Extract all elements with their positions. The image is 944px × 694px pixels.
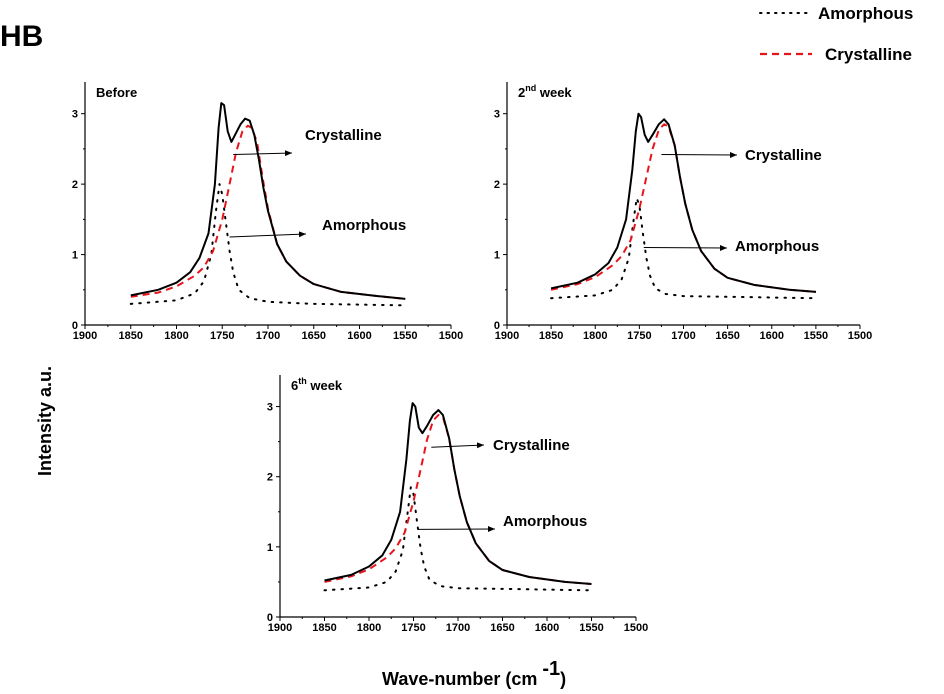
y-tick-label: 2 xyxy=(494,179,500,191)
x-tick-label: 1650 xyxy=(715,330,739,342)
x-tick-label: 1500 xyxy=(439,330,463,342)
y-tick-label: 3 xyxy=(494,109,500,121)
callout-label-amorphous: Amorphous xyxy=(503,513,587,530)
y-tick-label: 0 xyxy=(494,320,500,332)
legend: Amorphous Crystalline xyxy=(759,4,913,64)
x-axis-title-close: ) xyxy=(560,669,566,689)
x-axis-title-exponent: -1 xyxy=(542,658,560,680)
corner-label: HB xyxy=(0,20,43,53)
x-tick-label: 1700 xyxy=(446,622,470,634)
x-tick-label: 1650 xyxy=(490,622,514,634)
callout-arrow-amorphous xyxy=(229,231,307,238)
panel-label: Before xyxy=(96,85,137,100)
callout-label-amorphous: Amorphous xyxy=(322,217,406,234)
x-tick-label: 1900 xyxy=(268,622,292,634)
x-tick-label: 1700 xyxy=(256,330,280,342)
x-tick-label: 1800 xyxy=(164,330,188,342)
callout-arrow-crystalline xyxy=(233,150,293,157)
x-tick-label: 1750 xyxy=(210,330,234,342)
x-tick-label: 1550 xyxy=(393,330,417,342)
x-tick-label: 1800 xyxy=(357,622,381,634)
x-tick-label: 1550 xyxy=(579,622,603,634)
x-tick-label: 1500 xyxy=(624,622,648,634)
x-tick-label: 1600 xyxy=(347,330,371,342)
x-tick-label: 1900 xyxy=(73,330,97,342)
x-tick-label: 1850 xyxy=(119,330,143,342)
callout-label-crystalline: Crystalline xyxy=(745,147,822,164)
panel-label-rest: week xyxy=(536,85,572,100)
panel-before: 1900 1850 1800 1750 1700 1650 1600 1550 1500 0 1 2 3… xyxy=(72,82,463,342)
x-tick-label: 1650 xyxy=(302,330,326,342)
panel-label-rest: week xyxy=(307,378,343,393)
x-tick-label: 1550 xyxy=(804,330,828,342)
y-tick-label: 1 xyxy=(494,250,500,262)
callout-label-amorphous: Amorphous xyxy=(735,238,819,255)
x-tick-label: 1850 xyxy=(539,330,563,342)
y-tick-label: 0 xyxy=(72,320,78,332)
panel-6th-week: 1900 1850 1800 1750 1700 1650 1600 1550 1500 0 1 2 3… xyxy=(267,375,648,634)
x-axis-title-main: Wave-number (cm xyxy=(382,669,542,689)
x-tick-label: 1750 xyxy=(401,622,425,634)
series-amorphous-line xyxy=(323,486,593,592)
y-tick-label: 3 xyxy=(267,402,273,414)
panel-label-sup: nd xyxy=(525,83,536,93)
y-tick-label: 0 xyxy=(267,612,273,624)
series-total-line xyxy=(324,402,592,585)
series-total-line xyxy=(550,112,816,293)
panel-label: 2nd week xyxy=(518,83,572,100)
panel-2nd-week: 1900 1850 1800 1750 1700 1650 1600 1550 1500 0 1 2 3… xyxy=(494,82,872,342)
series-amorphous-line xyxy=(550,197,817,300)
y-tick-label: 2 xyxy=(72,179,78,191)
x-tick-label: 1700 xyxy=(671,330,695,342)
legend-label-crystalline: Crystalline xyxy=(825,45,912,64)
x-tick-label: 1750 xyxy=(627,330,651,342)
x-tick-label: 1800 xyxy=(583,330,607,342)
y-tick-label: 2 xyxy=(267,472,273,484)
x-tick-label: 1850 xyxy=(312,622,336,634)
callout-label-crystalline: Crystalline xyxy=(305,127,382,144)
series-total-line xyxy=(130,102,406,300)
callout-label-crystalline: Crystalline xyxy=(493,437,570,454)
x-tick-label: 1900 xyxy=(495,330,519,342)
panel-label-main: 6 xyxy=(291,378,298,393)
y-tick-label: 3 xyxy=(72,109,78,121)
panel-label-sup: th xyxy=(298,376,307,386)
callout-arrow-crystalline xyxy=(431,442,485,449)
panel-label-main: 2 xyxy=(518,85,525,100)
panel-label-main: Before xyxy=(96,85,137,100)
y-tick-label: 1 xyxy=(267,542,273,554)
y-axis-title: Intensity a.u. xyxy=(35,366,55,476)
x-tick-label: 1600 xyxy=(535,622,559,634)
x-tick-label: 1600 xyxy=(760,330,784,342)
panel-label: 6th week xyxy=(291,376,343,393)
x-axis-title: Wave-number (cm -1) xyxy=(382,658,566,689)
y-tick-label: 1 xyxy=(72,250,78,262)
legend-label-amorphous: Amorphous xyxy=(818,4,913,23)
x-tick-label: 1500 xyxy=(848,330,872,342)
